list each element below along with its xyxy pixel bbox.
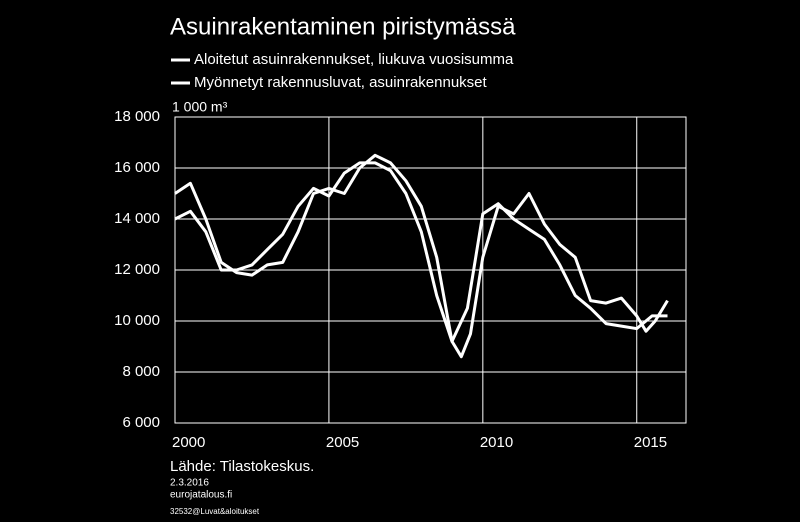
- chart-title: Asuinrakentaminen piristymässä: [170, 13, 516, 40]
- x-tick-label: 2000: [172, 434, 205, 451]
- legend-label: Aloitetut asuinrakennukset, liukuva vuos…: [194, 51, 514, 68]
- date: 2.3.2016: [170, 478, 209, 489]
- y-tick-label: 12 000: [114, 261, 160, 278]
- x-tick-label: 2015: [634, 434, 667, 451]
- site: eurojatalous.fi: [170, 490, 232, 501]
- y-tick-label: 10 000: [114, 312, 160, 329]
- plot-frame: [174, 116, 687, 424]
- y-axis-unit: 1 000 m³: [172, 99, 228, 115]
- series-line: [174, 161, 668, 343]
- code: 32532@Luvat&aloitukset: [170, 507, 260, 516]
- y-tick-label: 16 000: [114, 159, 160, 176]
- y-tick-label: 18 000: [114, 108, 160, 125]
- y-tick-label: 14 000: [114, 210, 160, 227]
- y-tick-label: 6 000: [122, 414, 160, 431]
- series-line: [174, 153, 669, 359]
- x-tick-label: 2005: [326, 434, 359, 451]
- source: Lähde: Tilastokeskus.: [170, 458, 314, 475]
- legend-label: Myönnetyt rakennusluvat, asuinrakennukse…: [194, 74, 488, 91]
- x-tick-label: 2010: [480, 434, 513, 451]
- y-tick-label: 8 000: [122, 363, 160, 380]
